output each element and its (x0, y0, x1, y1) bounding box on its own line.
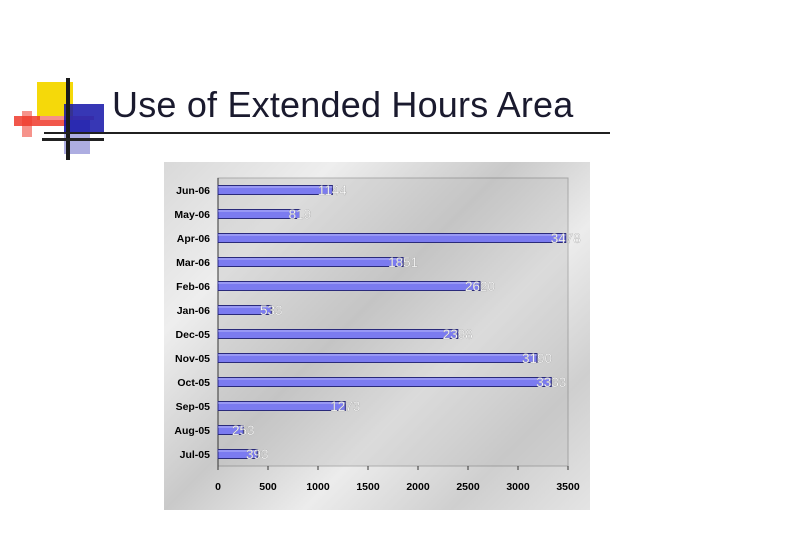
data-label: 1851 (388, 255, 418, 270)
x-tick-label: 2500 (456, 481, 480, 493)
x-tick-label: 2000 (406, 481, 430, 493)
bar-jun-06 (217, 185, 333, 195)
bar-apr-06 (217, 233, 567, 243)
bar-nov-05 (217, 353, 538, 363)
category-label: Jan-06 (177, 305, 210, 317)
bar-jul-05 (217, 449, 258, 459)
data-label: 2620 (465, 279, 495, 294)
x-tick-label: 1000 (306, 481, 330, 493)
category-label: Mar-06 (176, 257, 210, 269)
bar-aug-05 (217, 425, 244, 435)
category-label: Jun-06 (176, 185, 210, 197)
category-label: Oct-05 (177, 377, 210, 389)
bar-sep-05 (217, 401, 346, 411)
data-label: 819 (289, 207, 312, 222)
data-label: 1144 (318, 183, 348, 198)
data-label: 253 (232, 423, 255, 438)
data-label: 3190 (522, 351, 552, 366)
category-label: Dec-05 (176, 329, 211, 341)
bar-oct-05 (217, 377, 552, 387)
x-tick-label: 3500 (556, 481, 580, 493)
plot-area (217, 177, 569, 467)
data-label: 393 (246, 447, 269, 462)
x-tick-label: 0 (215, 481, 221, 493)
category-label: May-06 (174, 209, 210, 221)
bar-jan-06 (217, 305, 272, 315)
category-label: Sep-05 (176, 401, 211, 413)
bar-feb-06 (217, 281, 481, 291)
data-label: 3333 (536, 375, 566, 390)
x-tick-label: 1500 (356, 481, 380, 493)
bar-may-06 (217, 209, 301, 219)
bar-chart: 0 500 1000 1500 2000 2500 3000 3500 Jun-06 1144 Ma… (164, 162, 590, 510)
category-label: Nov-05 (175, 353, 210, 365)
bar-mar-06 (217, 257, 404, 267)
logo-icon (14, 78, 104, 160)
bar-dec-05 (217, 329, 459, 339)
category-label: Apr-06 (177, 233, 210, 245)
category-label: Aug-05 (174, 425, 210, 437)
page-title: Use of Extended Hours Area (112, 84, 574, 125)
data-label: 3478 (551, 231, 581, 246)
x-tick-label: 3000 (506, 481, 530, 493)
title-divider (44, 132, 610, 134)
data-label: 2398 (443, 327, 473, 342)
data-label: 1273 (330, 399, 360, 414)
x-tick-label: 500 (259, 481, 277, 493)
data-label: 533 (260, 303, 283, 318)
chart-canvas: 0 500 1000 1500 2000 2500 3000 3500 Jun-06 1144 Ma… (174, 177, 581, 493)
category-label: Jul-05 (180, 449, 211, 461)
category-label: Feb-06 (176, 281, 210, 293)
